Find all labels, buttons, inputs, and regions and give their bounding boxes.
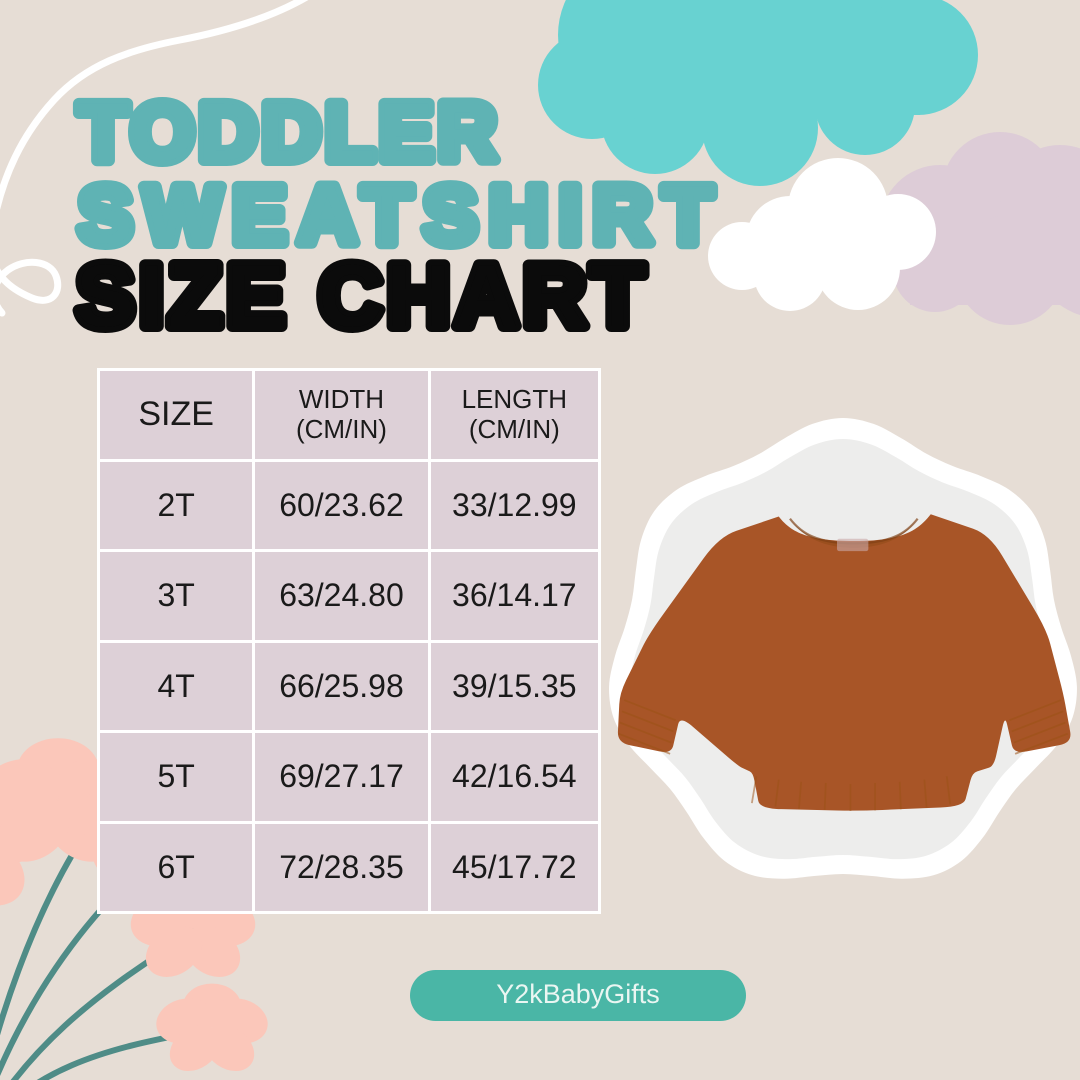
svg-text:Y2kBabyGifts: Y2kBabyGifts	[496, 979, 660, 1009]
